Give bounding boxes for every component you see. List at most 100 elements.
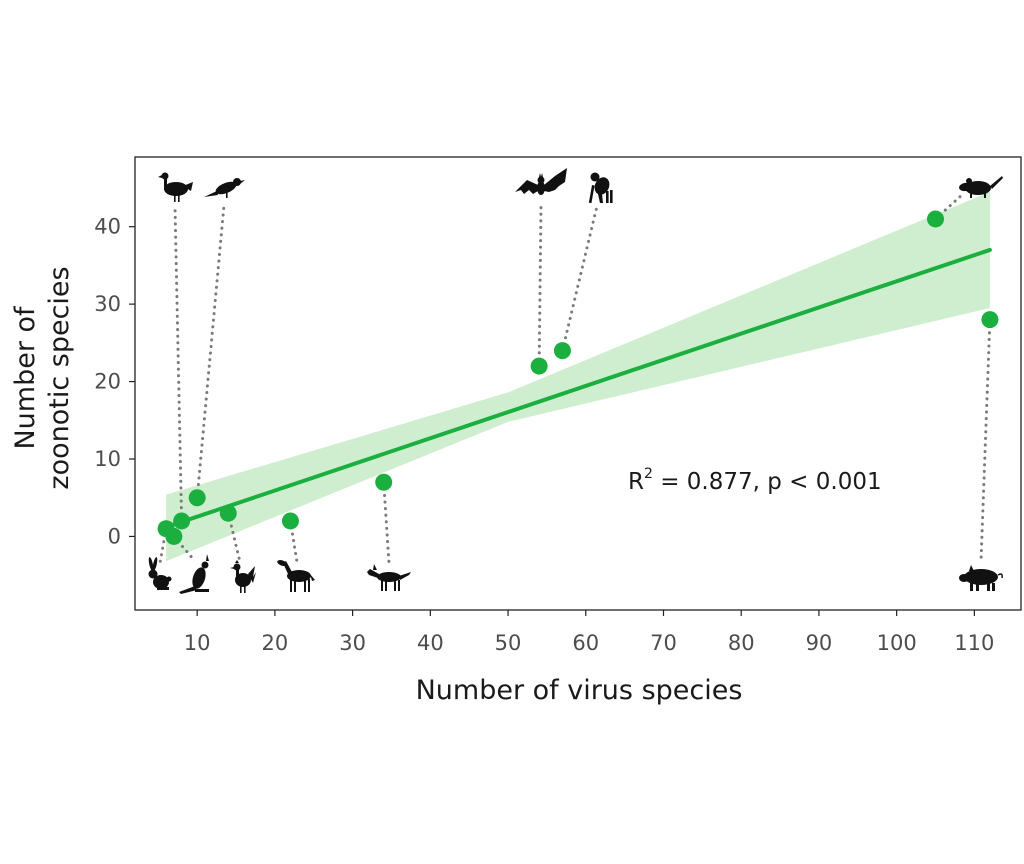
bat-icon-part	[515, 180, 538, 194]
horse-icon-part	[294, 579, 296, 592]
bat-icon-part	[541, 173, 543, 177]
rodent-icon-part	[966, 178, 972, 184]
y-tick-label: 0	[108, 524, 121, 548]
x-tick-label: 10	[184, 631, 211, 655]
rabbit-icon	[148, 557, 172, 590]
rabbit-icon-part	[166, 576, 172, 582]
turkey-icon-part	[183, 182, 193, 191]
wolf-icon-part	[373, 564, 377, 570]
chicken-icon-part	[240, 586, 242, 593]
y-axis-title: Number of zoonotic species	[10, 266, 75, 489]
y-tick-label: 40	[94, 215, 121, 239]
leader-line	[382, 480, 391, 565]
pig-icon	[959, 565, 1003, 591]
pig-icon-part	[992, 583, 995, 591]
data-point	[188, 489, 206, 507]
rabbit-icon-part	[153, 575, 169, 589]
wolf-icon-part	[381, 580, 383, 591]
chicken-icon-part	[235, 560, 239, 563]
data-point	[927, 210, 945, 228]
bat-icon	[515, 168, 567, 195]
horse-icon-part	[308, 579, 310, 592]
wolf-icon-part	[377, 572, 401, 582]
bat-icon-part	[537, 181, 545, 195]
data-point	[281, 512, 299, 530]
rabbit-icon-part	[148, 569, 158, 579]
data-point	[219, 504, 237, 522]
bird-icon	[204, 178, 245, 198]
rodent-icon-part	[965, 181, 991, 195]
rabbit-icon-part	[157, 587, 169, 590]
primate-icon-part	[588, 184, 595, 204]
pig-icon-part	[976, 583, 979, 591]
leader-line	[560, 204, 599, 353]
leader-line	[226, 511, 242, 564]
wolf-icon-part	[394, 580, 396, 591]
x-tick-label: 110	[954, 631, 994, 655]
pig-icon-part	[964, 569, 998, 585]
x-tick-label: 90	[806, 631, 833, 655]
chicken-icon-part	[248, 566, 256, 583]
kangaroo-icon-part	[192, 567, 206, 589]
bat-icon-part	[544, 168, 567, 192]
y-axis-title-line-1: Number of	[10, 305, 41, 450]
y-tick-label: 10	[94, 447, 121, 471]
rodent-icon-part	[990, 176, 1003, 189]
bird-icon-part	[204, 191, 218, 197]
turkey-icon-part	[174, 195, 176, 202]
confidence-band	[166, 191, 990, 562]
wolf-icon-part	[398, 580, 400, 591]
bird-icon-part	[226, 192, 228, 198]
y-tick-label: 30	[94, 292, 121, 316]
bird-icon-part	[240, 180, 245, 184]
data-point	[165, 527, 183, 545]
chicken-icon-part	[230, 567, 234, 569]
x-axis-title: Number of virus species	[416, 675, 743, 706]
rodent-icon	[959, 176, 1003, 198]
rodent-icon-part	[984, 193, 986, 198]
pig-icon-part	[987, 583, 990, 591]
wolf-icon-part	[367, 569, 379, 578]
data-points	[157, 210, 999, 545]
rodent-icon-part	[959, 182, 971, 192]
turkey-icon-part	[164, 182, 188, 196]
leader-line	[173, 204, 184, 523]
x-tick-label: 100	[877, 631, 917, 655]
primate-icon-part	[598, 194, 603, 203]
rabbit-icon-part	[148, 557, 154, 571]
leader-line	[537, 204, 543, 368]
y-axis-ticks: 0 10 20 30 40	[94, 215, 135, 548]
bat-icon-part	[537, 176, 545, 184]
x-tick-label: 60	[572, 631, 599, 655]
plot-panel-border	[134, 156, 1022, 611]
primate-icon-part	[610, 190, 613, 203]
data-point	[375, 473, 393, 491]
primate-icon-part	[606, 191, 609, 203]
regression-line-layer	[164, 247, 992, 530]
turkey-icon-part	[158, 175, 162, 178]
y-axis-title-line-2: zoonotic species	[44, 266, 75, 489]
wolf-icon-part	[399, 572, 411, 580]
bird-icon-part	[233, 178, 241, 186]
chicken-icon-part	[233, 563, 241, 571]
horse-icon-part	[290, 579, 292, 592]
horse-icon-part	[310, 574, 315, 581]
primate-icon-part	[590, 172, 600, 182]
pig-icon-part	[997, 573, 1003, 579]
horse-icon	[277, 560, 315, 592]
turkey-icon-part	[161, 172, 169, 180]
x-axis-ticks: 10 20 30 40 50 60 70 80 90 100 110	[184, 610, 994, 655]
horse-icon-part	[277, 560, 287, 566]
bat-icon-part	[539, 173, 541, 177]
leader-line	[195, 203, 226, 500]
y-tick-label: 20	[94, 370, 121, 394]
fit-annotation: R2 = 0.877, p < 0.001	[628, 466, 882, 495]
confidence-band-layer	[166, 191, 990, 562]
bird-icon-part	[215, 181, 237, 195]
x-tick-label: 20	[262, 631, 289, 655]
rodent-icon-part	[970, 193, 972, 198]
x-tick-label: 80	[728, 631, 755, 655]
rabbit-icon-part	[152, 557, 158, 571]
kangaroo-icon-part	[179, 586, 197, 594]
